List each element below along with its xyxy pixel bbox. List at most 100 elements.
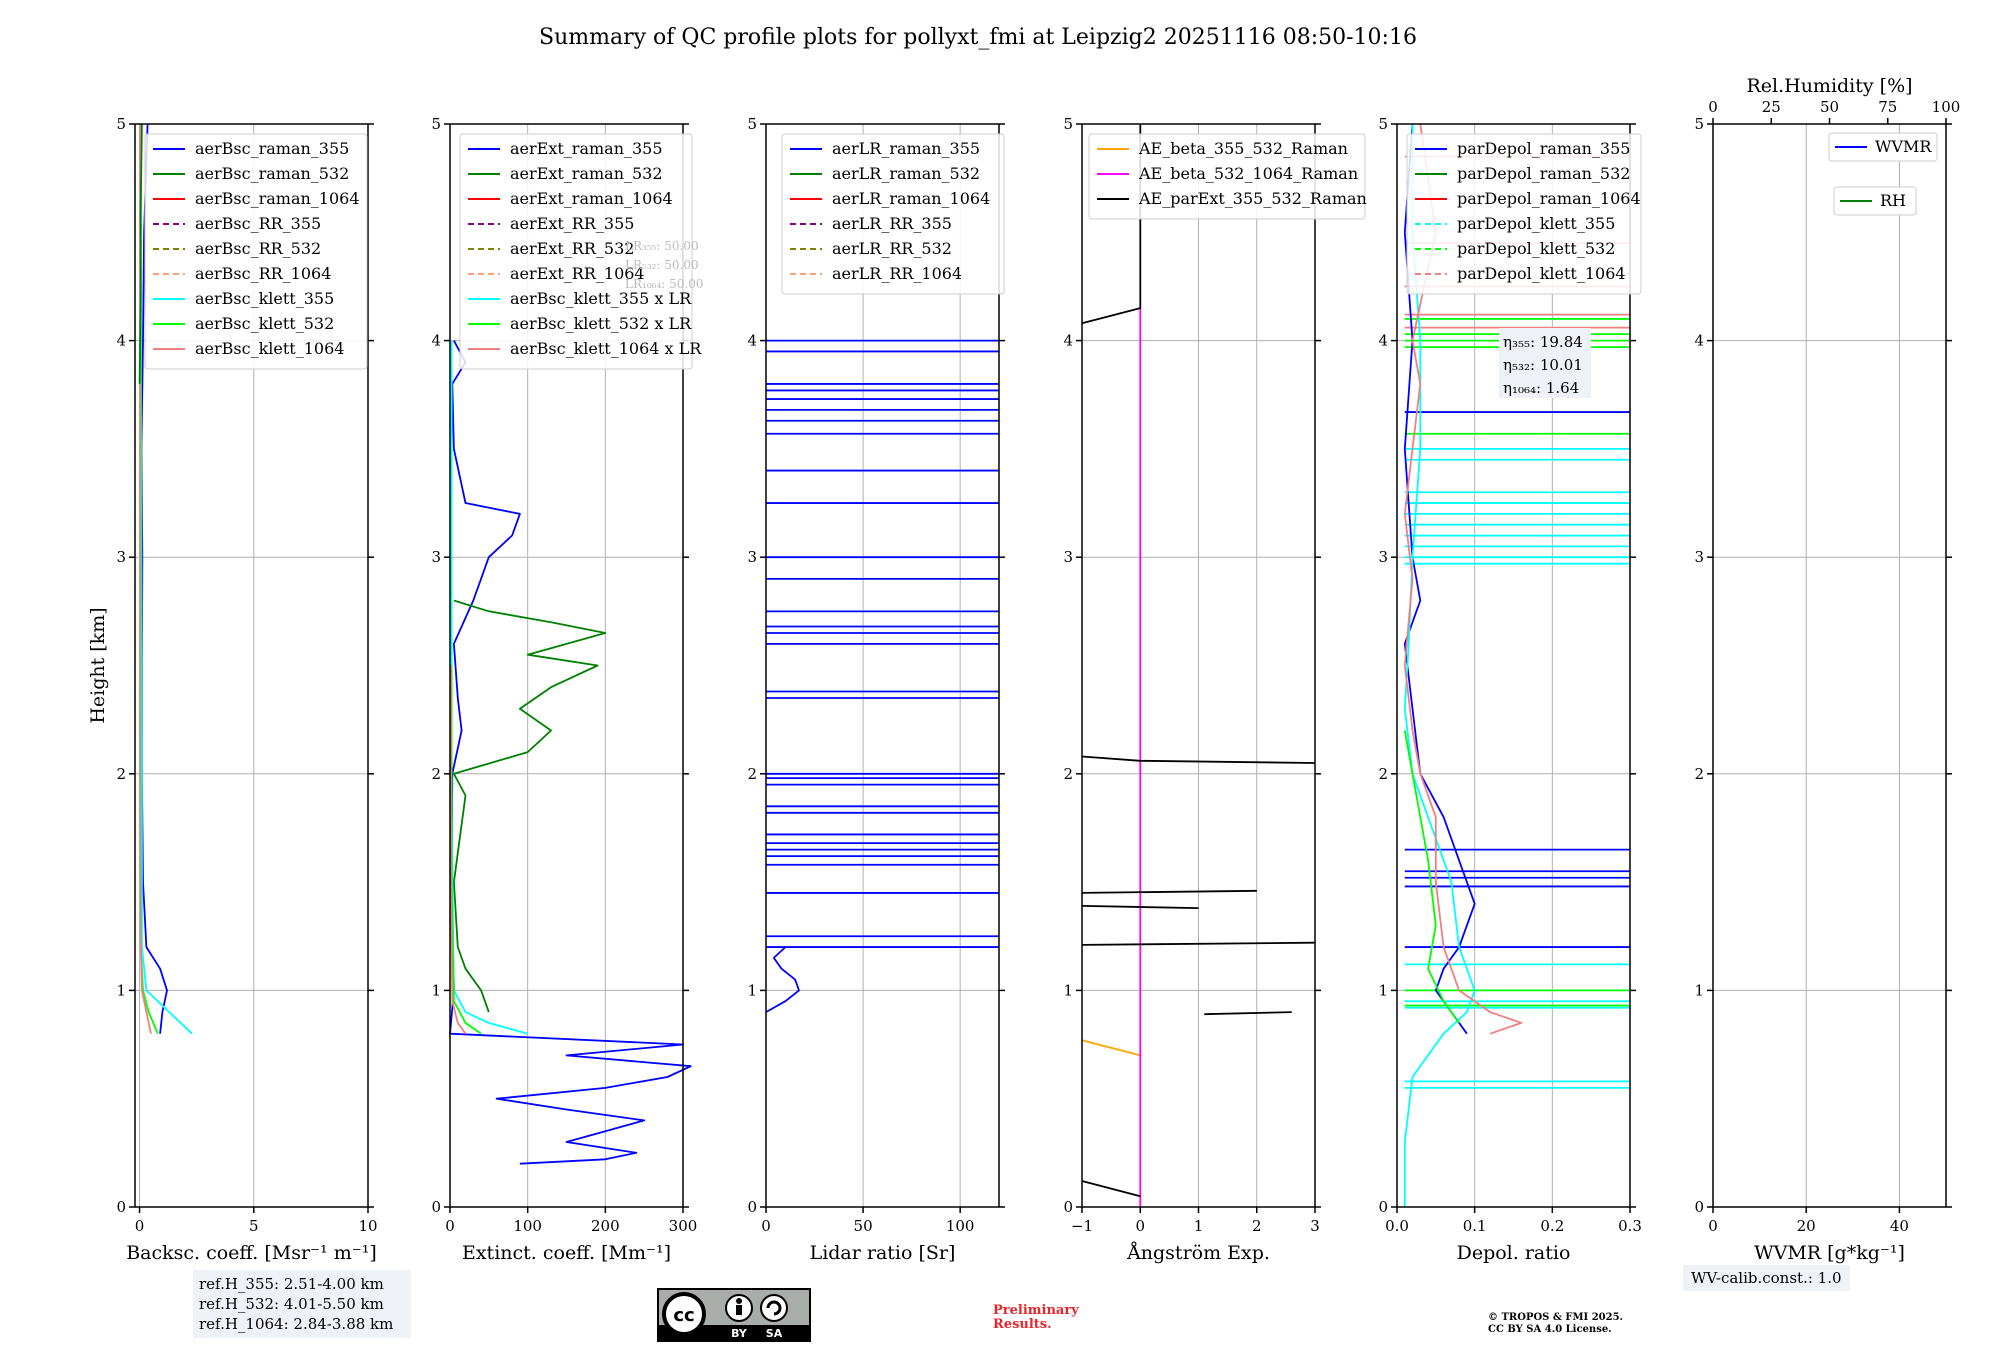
legend-label: aerBsc_RR_532	[195, 239, 321, 258]
x-axis-label: Lidar ratio [Sr]	[810, 1242, 956, 1264]
legend-box	[459, 133, 693, 370]
y-tick-label: 5	[747, 115, 757, 133]
x-axis-label: WVMR [g*kg⁻¹]	[1754, 1242, 1905, 1264]
legend-box	[1406, 133, 1642, 295]
y-tick-label: 2	[747, 765, 757, 783]
legend-label: aerExt_RR_355	[510, 214, 634, 233]
legend-label: parDepol_raman_532	[1457, 164, 1630, 183]
y-tick-label: 1	[1378, 981, 1388, 999]
y-tick-label: 2	[1063, 765, 1073, 783]
legend-label: aerExt_raman_532	[510, 164, 663, 183]
x-tick-label: 0	[761, 1217, 771, 1235]
legend-label: WVMR	[1875, 137, 1932, 156]
y-tick-label: 0	[1694, 1198, 1704, 1216]
lr-annotation: LR₁₀₆₄: 50.00	[625, 277, 703, 291]
x-tick-label: 0.1	[1463, 1217, 1487, 1235]
y-tick-label: 4	[431, 332, 441, 350]
legend-label: aerBsc_klett_355 x LR	[510, 289, 692, 308]
y-tick-label: 4	[747, 332, 757, 350]
x-tick-label: 100	[946, 1217, 975, 1235]
y-tick-label: 3	[747, 548, 757, 566]
wv-calibration-box: WV-calib.const.: 1.0	[1683, 1265, 1850, 1291]
y-tick-label: 2	[1378, 765, 1388, 783]
y-tick-label: 4	[1694, 332, 1704, 350]
legend-label: aerExt_raman_355	[510, 139, 663, 158]
legend-label: aerBsc_klett_355	[195, 289, 334, 308]
eta-annotation: η₃₅₅: 19.84	[1503, 333, 1583, 351]
preliminary-line-2: Results.	[993, 1317, 1052, 1332]
y-axis-label: Height [km]	[87, 607, 109, 723]
copyright-note: © TROPOS & FMI 2025. CC BY SA 4.0 Licens…	[1488, 1312, 1623, 1336]
legend-box	[1088, 133, 1366, 220]
x-tick-label: 300	[669, 1217, 698, 1235]
panel-backscatter: 0 1 2 3 4 5 0 5 10 Backsc. coeff. [Msr⁻¹ m⁻¹] Heig…	[87, 115, 378, 1264]
legend-label: AE_parExt_355_532_Raman	[1138, 189, 1367, 208]
ref-height-355: ref.H_355: 2.51-4.00 km	[199, 1275, 384, 1293]
x-tick-label: 0.0	[1385, 1217, 1409, 1235]
x-tick-label: 2	[1252, 1217, 1262, 1235]
x-tick-label: −1	[1071, 1217, 1093, 1235]
legend-label: aerLR_raman_1064	[832, 189, 990, 208]
series-AE_parExt_c	[1081, 755, 1316, 764]
cc-sa-label: SA	[766, 1327, 783, 1340]
top-x-tick-label: 50	[1820, 98, 1839, 116]
x-axis-label: Depol. ratio	[1457, 1242, 1571, 1264]
y-tick-label: 1	[1694, 981, 1704, 999]
series-AE_parExt_f	[1081, 941, 1316, 946]
x-tick-label: 0.2	[1540, 1217, 1564, 1235]
legend-label: aerBsc_klett_532	[195, 314, 334, 333]
panel-extinction: 0 1 2 3 4 5 0 100 200 300 Extinct. coeff. [Mm⁻¹] ae…	[431, 115, 703, 1264]
legend-label: AE_beta_532_1064_Raman	[1138, 164, 1358, 183]
x-tick-label: 20	[1797, 1217, 1816, 1235]
copyright-line-2: CC BY SA 4.0 License.	[1488, 1324, 1612, 1335]
y-tick-label: 1	[1063, 981, 1073, 999]
cc-license-badge: cc BY SA	[657, 1288, 811, 1342]
series-aerBsc_klett_1064 x LR	[449, 665, 467, 1035]
ref-height-532: ref.H_532: 4.01-5.50 km	[199, 1295, 384, 1313]
x-tick-label: 5	[249, 1217, 259, 1235]
y-tick-label: 4	[116, 332, 126, 350]
legend-label: aerBsc_klett_1064 x LR	[510, 339, 702, 358]
series-aerExt_raman_355	[449, 340, 692, 1165]
y-tick-label: 1	[116, 981, 126, 999]
preliminary-line-1: Preliminary	[993, 1303, 1079, 1318]
y-tick-label: 5	[116, 115, 126, 133]
eta-annotation: η₅₃₂: 10.01	[1503, 356, 1583, 374]
lr-annotation: LR₅₃₂: 50.00	[625, 258, 699, 272]
x-axis-label: Ångström Exp.	[1126, 1242, 1270, 1264]
y-tick-label: 3	[116, 548, 126, 566]
legend-label: aerLR_RR_355	[832, 214, 952, 233]
y-tick-label: 5	[1694, 115, 1704, 133]
eta-box	[1499, 328, 1591, 398]
x-tick-label: 0	[135, 1217, 145, 1235]
legend-label: aerBsc_raman_532	[195, 164, 349, 183]
y-tick-label: 2	[431, 765, 441, 783]
x-tick-label: 200	[591, 1217, 620, 1235]
y-tick-label: 0	[116, 1198, 126, 1216]
legend-label: aerLR_raman_532	[832, 164, 980, 183]
y-tick-label: 3	[1694, 548, 1704, 566]
ref-height-1064: ref.H_1064: 2.84-3.88 km	[199, 1315, 394, 1333]
y-tick-label: 4	[1378, 332, 1388, 350]
svg-text:cc: cc	[673, 1305, 694, 1326]
series-parDepol_klett_355	[1403, 124, 1476, 1207]
y-tick-label: 4	[1063, 332, 1073, 350]
legend-label: aerLR_RR_532	[832, 239, 952, 258]
legend-label: aerBsc_RR_1064	[195, 264, 331, 283]
x-tick-label: 50	[854, 1217, 873, 1235]
legend-box	[1828, 132, 1938, 162]
legend-label: aerBsc_klett_532 x LR	[510, 314, 692, 333]
top-x-tick-label: 0	[1708, 98, 1718, 116]
eta-annotation: η₁₀₆₄: 1.64	[1503, 379, 1579, 397]
y-tick-label: 2	[116, 765, 126, 783]
legend-label: parDepol_klett_532	[1457, 239, 1615, 258]
cc-by-label: BY	[731, 1327, 748, 1340]
x-tick-label: 0	[1708, 1217, 1718, 1235]
legend-label: aerLR_raman_355	[832, 139, 980, 158]
x-axis-label: Backsc. coeff. [Msr⁻¹ m⁻¹]	[126, 1242, 377, 1264]
x-tick-label: 10	[358, 1217, 377, 1235]
series-AE_parExt_355_532_Raman	[1081, 1180, 1141, 1198]
legend-box	[144, 133, 368, 370]
